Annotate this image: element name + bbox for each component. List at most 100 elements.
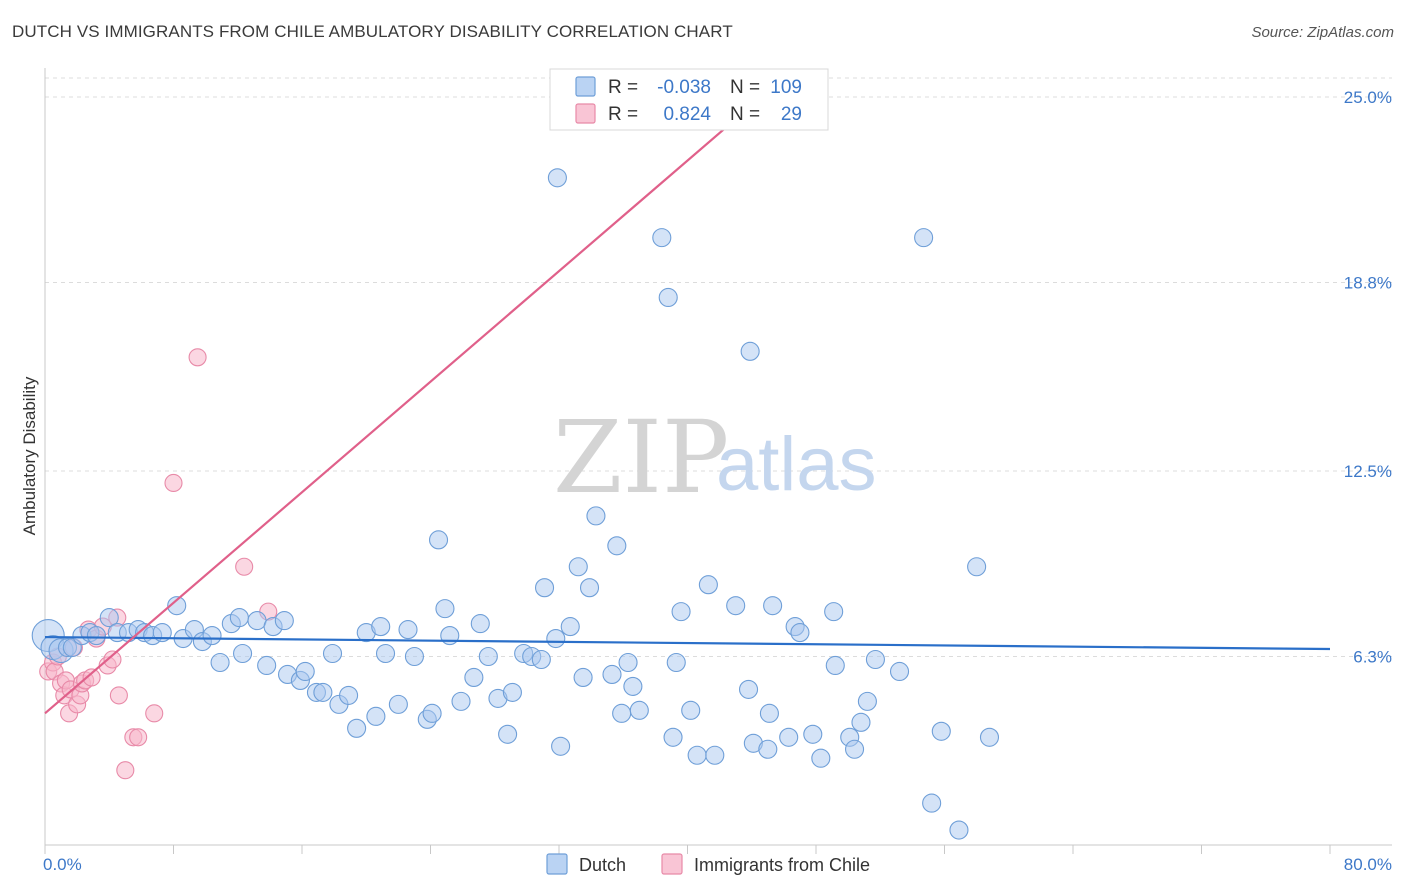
dutch-point-8 bbox=[99, 608, 119, 628]
trend-line-dutch bbox=[44, 635, 1331, 651]
dutch-point-81 bbox=[698, 575, 718, 595]
dutch-point-36 bbox=[347, 718, 367, 738]
dutch-point-25 bbox=[257, 655, 277, 676]
dutch-point-55 bbox=[502, 682, 522, 702]
dutch-point-104 bbox=[922, 793, 942, 813]
legend-n-label-dutch: N = bbox=[730, 77, 760, 98]
dutch-point-59 bbox=[534, 578, 555, 598]
dutch-point-23 bbox=[233, 643, 253, 664]
chile-point-26 bbox=[164, 473, 183, 493]
legend-r-label-dutch: R = bbox=[608, 77, 638, 98]
dutch-point-7 bbox=[86, 626, 106, 646]
trend-lines bbox=[44, 96, 1331, 715]
dutch-point-108 bbox=[979, 727, 1000, 747]
y-tick-label-0: 6.3% bbox=[1353, 648, 1392, 667]
dutch-point-98 bbox=[844, 739, 865, 759]
series-dutch-points bbox=[31, 168, 1000, 840]
dutch-point-73 bbox=[629, 700, 649, 720]
dutch-point-80 bbox=[687, 745, 707, 765]
dutch-point-72 bbox=[623, 676, 643, 696]
dutch-point-33 bbox=[322, 643, 343, 664]
dutch-point-40 bbox=[375, 643, 396, 664]
x-tick-label-0: 0.0% bbox=[43, 855, 82, 874]
dutch-point-88 bbox=[759, 703, 779, 723]
dutch-point-95 bbox=[824, 602, 844, 622]
dutch-point-19 bbox=[202, 626, 222, 646]
dutch-point-45 bbox=[422, 703, 442, 723]
series-chile-points bbox=[39, 348, 278, 780]
dutch-point-89 bbox=[763, 596, 783, 616]
dutch-point-46 bbox=[428, 530, 449, 550]
dutch-point-77 bbox=[666, 652, 686, 673]
dutch-point-15 bbox=[167, 596, 187, 616]
dutch-point-87 bbox=[758, 739, 778, 759]
dutch-point-103 bbox=[914, 228, 934, 248]
legend-r-value-chile: 0.824 bbox=[663, 104, 711, 125]
dutch-point-30 bbox=[295, 661, 315, 682]
dutch-point-22 bbox=[229, 608, 249, 628]
legend-n-value-chile: 29 bbox=[781, 104, 802, 125]
watermark: ZIP atlas bbox=[553, 399, 877, 516]
source-label: Source: ZipAtlas.com bbox=[1251, 24, 1394, 41]
watermark-atlas: atlas bbox=[716, 422, 877, 507]
legend-swatch-chile bbox=[575, 103, 596, 124]
dutch-point-71 bbox=[618, 652, 638, 673]
dutch-point-93 bbox=[803, 724, 823, 744]
chile-point-21 bbox=[109, 686, 128, 705]
dutch-point-92 bbox=[790, 623, 810, 643]
dutch-point-62 bbox=[551, 736, 571, 756]
dutch-point-66 bbox=[579, 578, 600, 598]
dutch-point-27 bbox=[274, 611, 294, 631]
y-tick-labels: 6.3% 12.5% 18.8% 25.0% bbox=[1344, 88, 1392, 667]
dutch-point-83 bbox=[726, 596, 746, 616]
chart-title: DUTCH VS IMMIGRANTS FROM CHILE AMBULATOR… bbox=[12, 22, 733, 41]
axes bbox=[44, 68, 1392, 854]
dutch-point-67 bbox=[586, 506, 606, 526]
dutch-point-63 bbox=[560, 617, 580, 637]
dutch-point-24 bbox=[247, 611, 267, 631]
dutch-point-69 bbox=[607, 536, 627, 556]
dutch-point-102 bbox=[889, 661, 910, 682]
legend-box bbox=[549, 68, 829, 131]
y-axis-label: Ambulatory Disability bbox=[20, 376, 39, 535]
x-tick-labels: 0.0% 80.0% bbox=[43, 855, 1392, 874]
y-tick-label-3: 25.0% bbox=[1344, 88, 1392, 107]
dutch-point-50 bbox=[464, 667, 484, 687]
dutch-point-38 bbox=[366, 706, 386, 726]
dutch-point-82 bbox=[705, 745, 725, 765]
dutch-point-20 bbox=[210, 652, 230, 673]
chile-point-24 bbox=[129, 728, 148, 747]
chile-point-15 bbox=[82, 668, 101, 687]
bottom-legend-label-chile: Immigrants from Chile bbox=[694, 855, 870, 875]
dutch-point-35 bbox=[339, 685, 359, 705]
dutch-point-64 bbox=[568, 557, 588, 577]
dutch-point-107 bbox=[967, 557, 987, 577]
bottom-legend: Dutch Immigrants from Chile bbox=[546, 853, 870, 875]
dutch-point-52 bbox=[478, 646, 498, 667]
y-tick-label-1: 12.5% bbox=[1344, 462, 1392, 481]
dutch-point-94 bbox=[811, 748, 831, 768]
dutch-point-54 bbox=[498, 724, 518, 744]
legend: R = -0.038 N = 109 R = 0.824 N = 29 bbox=[549, 68, 829, 131]
bottom-legend-label-dutch: Dutch bbox=[579, 855, 626, 875]
dutch-point-96 bbox=[825, 655, 845, 676]
dutch-point-106 bbox=[949, 820, 969, 840]
dutch-point-43 bbox=[404, 646, 424, 667]
dutch-point-65 bbox=[573, 667, 593, 687]
legend-r-label-chile: R = bbox=[608, 104, 638, 125]
dutch-point-49 bbox=[451, 691, 471, 711]
dutch-point-79 bbox=[681, 700, 701, 720]
dutch-point-75 bbox=[658, 287, 678, 308]
dutch-point-39 bbox=[371, 617, 391, 637]
legend-n-label-chile: N = bbox=[730, 104, 760, 125]
dutch-point-68 bbox=[602, 664, 622, 685]
dutch-point-85 bbox=[738, 679, 759, 699]
legend-n-value-dutch: 109 bbox=[770, 77, 802, 98]
chile-point-28 bbox=[235, 557, 254, 576]
dutch-point-47 bbox=[435, 599, 455, 619]
dutch-point-70 bbox=[612, 703, 632, 723]
y-tick-label-2: 18.8% bbox=[1344, 274, 1392, 293]
dutch-point-90 bbox=[779, 727, 799, 747]
dutch-point-51 bbox=[470, 614, 490, 634]
